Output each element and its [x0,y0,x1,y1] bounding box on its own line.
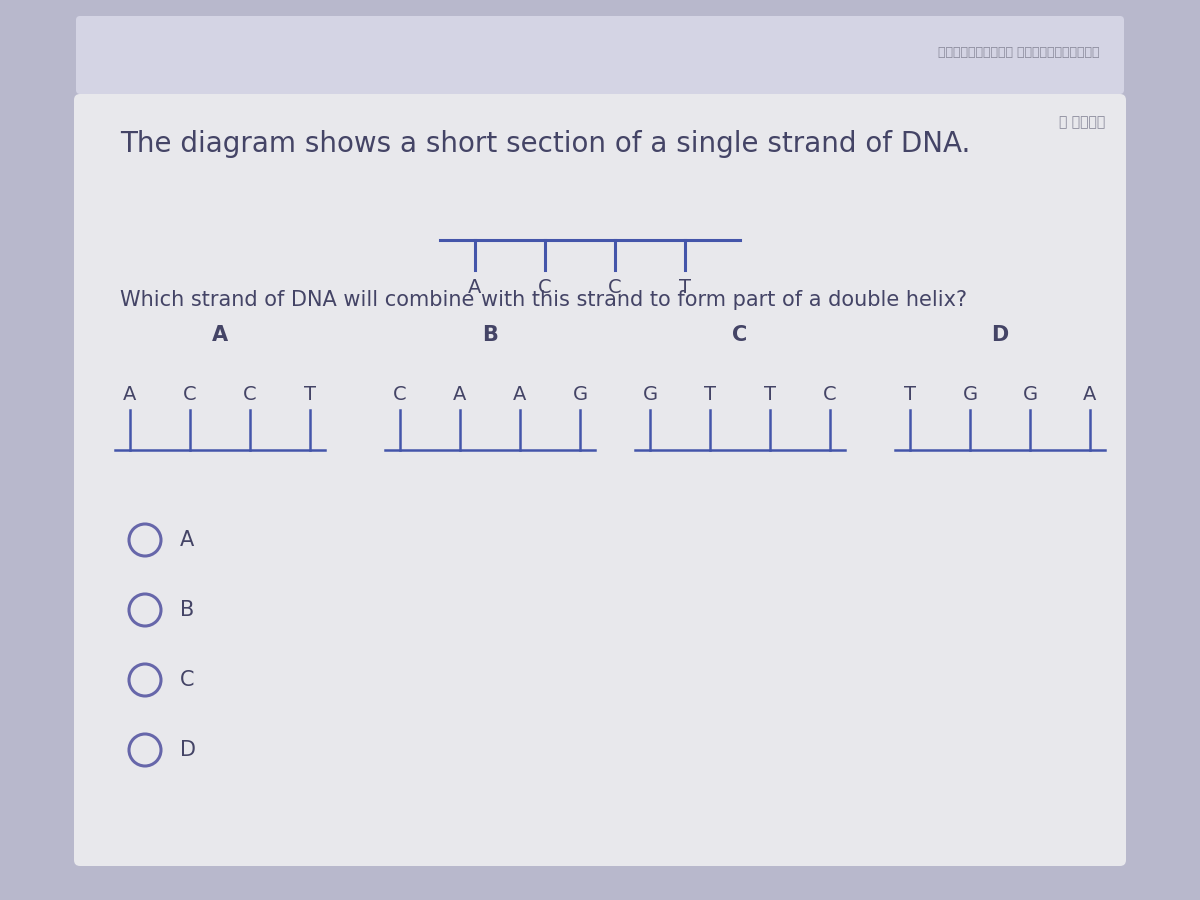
Text: C: C [184,385,197,404]
Text: The diagram shows a short section of a single strand of DNA.: The diagram shows a short section of a s… [120,130,971,158]
Text: T: T [764,385,776,404]
Text: G: G [572,385,588,404]
Text: ၃ မှတ်: ၃ မှတ် [1058,115,1105,129]
Text: C: C [823,385,836,404]
Text: C: C [732,325,748,345]
Text: G: G [962,385,978,404]
Text: A: A [1084,385,1097,404]
Text: G: G [1022,385,1038,404]
Text: D: D [991,325,1009,345]
FancyBboxPatch shape [74,94,1126,866]
Text: C: C [608,278,622,297]
Text: C: C [394,385,407,404]
Text: C: C [244,385,257,404]
Text: C: C [538,278,552,297]
Text: A: A [468,278,481,297]
Text: T: T [904,385,916,404]
Text: ဖယ်ရှားရန် ရွေးချယ်မှု: ဖယ်ရှားရန် ရွေးချယ်မှု [938,46,1100,58]
Text: T: T [679,278,691,297]
Text: T: T [704,385,716,404]
Text: A: A [180,530,194,550]
FancyBboxPatch shape [76,16,1124,94]
Text: B: B [482,325,498,345]
Text: G: G [642,385,658,404]
Text: B: B [180,600,194,620]
Text: C: C [180,670,194,690]
Text: Which strand of DNA will combine with this strand to form part of a double helix: Which strand of DNA will combine with th… [120,290,967,310]
Text: A: A [212,325,228,345]
Text: A: A [124,385,137,404]
Text: A: A [454,385,467,404]
Text: T: T [304,385,316,404]
Text: D: D [180,740,196,760]
Text: A: A [514,385,527,404]
